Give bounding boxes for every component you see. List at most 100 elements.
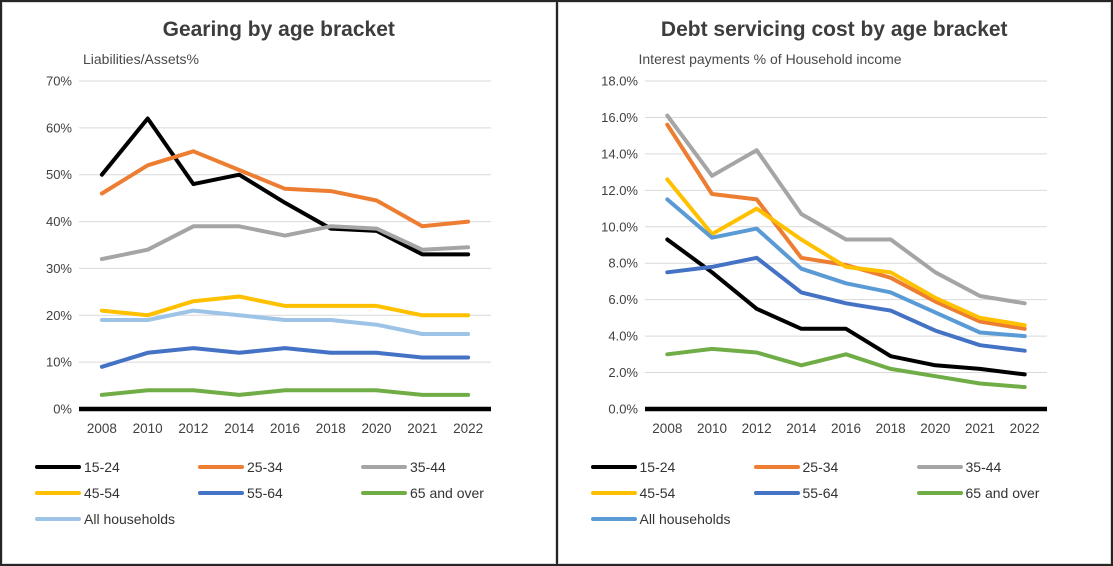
legend-label: 15-24 <box>639 459 676 475</box>
legend: 15-24 25-34 35-44 45-54 55-64 65 and over All … <box>35 459 555 527</box>
series-line-55-64 <box>664 255 1027 353</box>
legend-item-55-64: 55-64 <box>198 485 361 501</box>
legend-swatch-55-64 <box>753 491 800 495</box>
legend-label: 65 and over <box>410 485 484 501</box>
x-axis-label: 2016 <box>830 421 860 436</box>
series-line-45-54 <box>99 294 471 318</box>
x-axis-label: 2008 <box>87 421 117 436</box>
legend-swatch-15-24 <box>35 465 81 469</box>
legend: 15-24 25-34 35-44 45-54 55-64 65 and over All … <box>590 459 1111 527</box>
x-axis-label: 2022 <box>453 421 483 436</box>
legend-label: All households <box>84 511 176 527</box>
x-axis-label: 2021 <box>964 421 994 436</box>
y-axis-label: 0% <box>53 402 72 417</box>
legend-swatch-65-and-over <box>361 491 407 495</box>
y-axis-label: 8.0% <box>608 256 638 271</box>
legend-item-65-and-over: 65 and over <box>361 485 555 501</box>
x-axis-label: 2012 <box>178 421 208 436</box>
gearing-chart-panel: Gearing by age bracket Liabilities/Asset… <box>2 2 556 564</box>
legend-item-25-34: 25-34 <box>753 459 917 475</box>
legend-label: 25-34 <box>802 459 839 475</box>
legend-item-all-households: All households <box>590 511 754 527</box>
x-axis-label: 2022 <box>1009 421 1039 436</box>
x-axis-label: 2020 <box>362 421 392 436</box>
legend-swatch-35-44 <box>361 465 407 469</box>
legend-label: 45-54 <box>84 485 120 501</box>
series-line-35-44 <box>664 113 1027 306</box>
y-axis-label: 0.0% <box>608 402 638 417</box>
x-axis-label: 2020 <box>920 421 950 436</box>
legend-item-25-34: 25-34 <box>198 459 361 475</box>
y-axis-label: 10.0% <box>601 219 638 234</box>
series-line-65-and-over <box>664 346 1027 390</box>
chart-title: Debt servicing cost by age bracket <box>660 18 1008 41</box>
x-axis-label: 2012 <box>741 421 771 436</box>
legend-swatch-65-and-over <box>916 491 963 495</box>
legend-swatch-45-54 <box>590 491 637 495</box>
chart-title: Gearing by age bracket <box>162 18 395 41</box>
legend-label: 55-64 <box>247 485 283 501</box>
legend-swatch-25-34 <box>198 465 244 469</box>
legend-item-55-64: 55-64 <box>753 485 917 501</box>
y-axis-label: 2.0% <box>608 365 638 380</box>
legend-swatch-15-24 <box>590 465 637 469</box>
legend-label: 35-44 <box>965 459 1002 475</box>
series-line-35-44 <box>99 224 471 262</box>
y-axis-label: 50% <box>46 167 72 182</box>
legend-label: 55-64 <box>802 485 839 501</box>
legend-swatch-55-64 <box>198 491 244 495</box>
legend-label: 45-54 <box>639 485 676 501</box>
y-axis-label: 12.0% <box>601 183 638 198</box>
y-axis-label: 70% <box>46 75 72 89</box>
legend-item-35-44: 35-44 <box>361 459 555 475</box>
x-axis-label: 2014 <box>786 421 817 436</box>
debt-servicing-line-chart: 0.0% 2.0% 4.0% 6.0% 8.0% 10.0% 12.0% 14.0% 16.0%… <box>601 75 1047 436</box>
y-axis-label: 30% <box>46 261 72 276</box>
legend-item-15-24: 15-24 <box>590 459 754 475</box>
x-axis-label: 2018 <box>875 421 905 436</box>
legend-label: 35-44 <box>410 459 446 475</box>
x-axis-label: 2021 <box>407 421 437 436</box>
legend-item-65-and-over: 65 and over <box>916 485 1111 501</box>
x-axis-label: 2010 <box>696 421 726 436</box>
y-axis-label: 4.0% <box>608 329 638 344</box>
legend-item-45-54: 45-54 <box>590 485 754 501</box>
legend-item-35-44: 35-44 <box>916 459 1111 475</box>
x-axis-label: 2016 <box>270 421 300 436</box>
series-line-all-households <box>664 197 1027 339</box>
series-line-15-24 <box>99 116 471 257</box>
y-axis-label: 20% <box>46 308 72 323</box>
legend-swatch-45-54 <box>35 491 81 495</box>
legend-swatch-35-44 <box>916 465 963 469</box>
series-line-45-54 <box>664 177 1027 328</box>
y-axis-label: 10% <box>46 355 72 370</box>
y-axis-label: 16.0% <box>601 110 638 125</box>
legend-label: 65 and over <box>965 485 1040 501</box>
legend-label: All households <box>639 511 731 527</box>
series-line-15-24 <box>664 237 1027 377</box>
legend-swatch-all-households <box>590 517 637 521</box>
x-axis-label: 2014 <box>224 421 255 436</box>
panel-divider <box>555 2 558 564</box>
debt-servicing-chart-panel: Debt servicing cost by age bracket Inter… <box>557 2 1111 564</box>
legend-item-15-24: 15-24 <box>35 459 198 475</box>
legend-item-all-households: All households <box>35 511 198 527</box>
legend-label: 25-34 <box>247 459 283 475</box>
y-axis-unit-label: Liabilities/Assets% <box>83 51 199 67</box>
series-line-all-households <box>99 308 471 336</box>
x-axis-label: 2008 <box>652 421 682 436</box>
series-line-55-64 <box>99 346 471 369</box>
gearing-line-chart: 0% 10% 20% 30% 40% 50% 60% 70% 2008 2010 2012 2014 2… <box>46 75 491 436</box>
legend-swatch-25-34 <box>753 465 800 469</box>
y-axis-label: 40% <box>46 214 72 229</box>
y-axis-label: 60% <box>46 120 72 135</box>
series-line-25-34 <box>99 149 471 229</box>
legend-label: 15-24 <box>84 459 120 475</box>
x-axis-label: 2010 <box>133 421 163 436</box>
y-axis-label: 14.0% <box>601 146 638 161</box>
x-axis-label: 2018 <box>316 421 346 436</box>
y-axis-unit-label: Interest payments % of Household income <box>638 51 902 67</box>
series-line-65-and-over <box>99 388 471 397</box>
legend-item-45-54: 45-54 <box>35 485 198 501</box>
